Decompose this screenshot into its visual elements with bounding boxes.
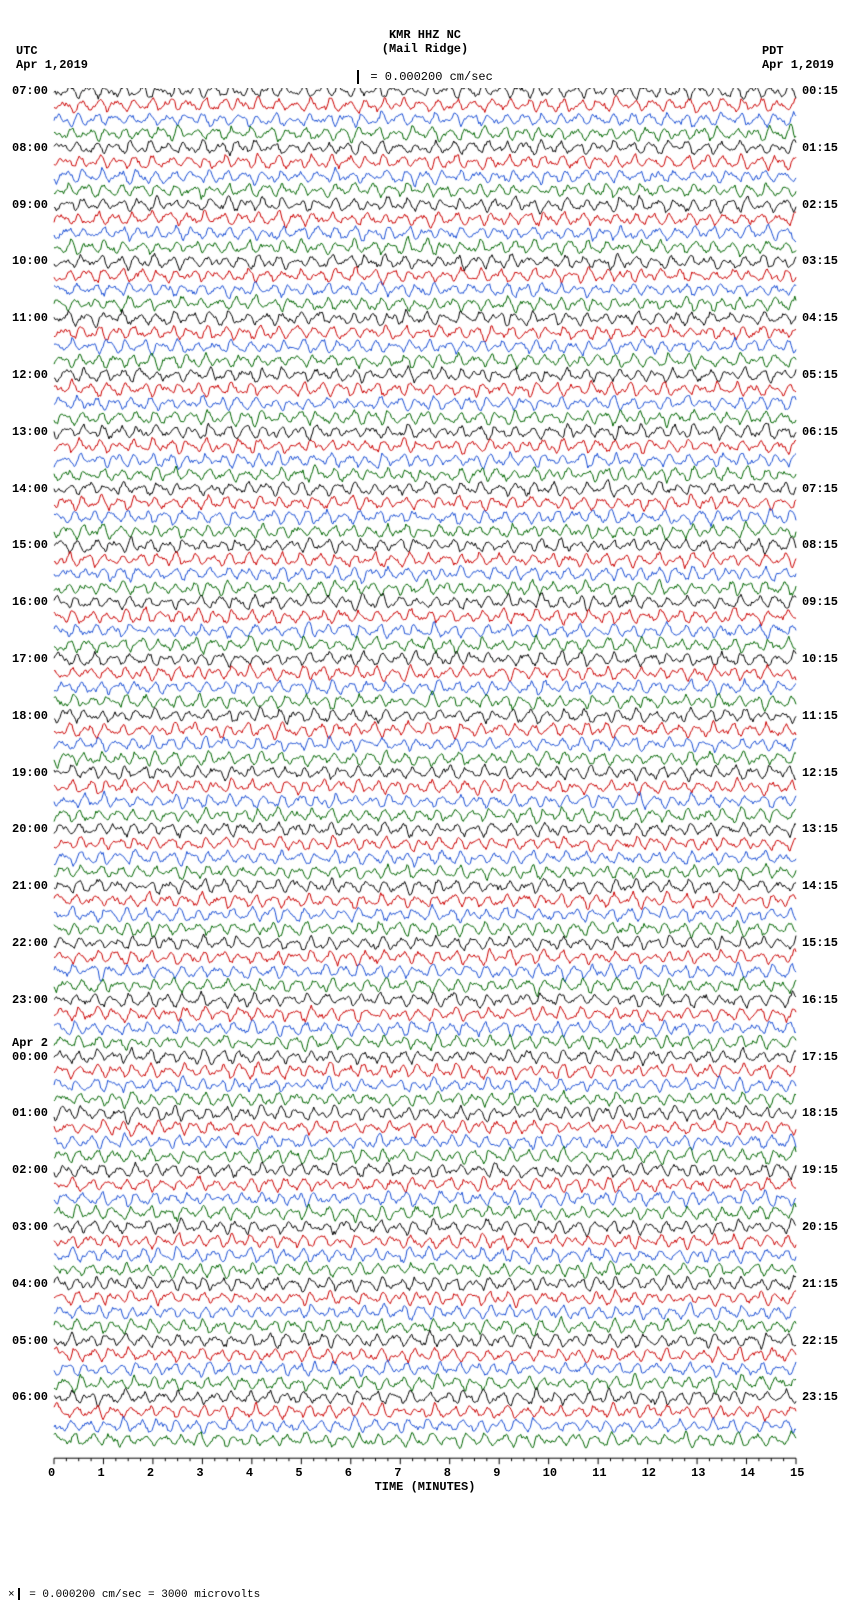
utc-hour-label: 11:00 — [12, 311, 48, 325]
pdt-hour-label: 20:15 — [802, 1220, 838, 1234]
utc-hour-label: 01:00 — [12, 1106, 48, 1120]
pdt-hour-label: 06:15 — [802, 425, 838, 439]
pdt-hour-label: 05:15 — [802, 368, 838, 382]
utc-hour-label: 21:00 — [12, 879, 48, 893]
pdt-hour-label: 02:15 — [802, 198, 838, 212]
pdt-hour-label: 10:15 — [802, 652, 838, 666]
x-axis-title: TIME (MINUTES) — [0, 1480, 850, 1494]
tz-right-label: PDT — [762, 44, 834, 58]
utc-hour-label: 19:00 — [12, 766, 48, 780]
x-tick-label: 11 — [592, 1466, 606, 1480]
pdt-hour-label: 01:15 — [802, 141, 838, 155]
tz-right: PDT Apr 1,2019 — [762, 44, 834, 72]
station-name: (Mail Ridge) — [0, 42, 850, 56]
pdt-hour-label: 00:15 — [802, 84, 838, 98]
utc-hour-label: 13:00 — [12, 425, 48, 439]
x-tick-label: 7 — [394, 1466, 401, 1480]
utc-hour-label: 07:00 — [12, 84, 48, 98]
pdt-hour-label: 11:15 — [802, 709, 838, 723]
x-tick-label: 1 — [97, 1466, 104, 1480]
x-tick-label: 13 — [691, 1466, 705, 1480]
x-tick-label: 5 — [295, 1466, 302, 1480]
tz-left: UTC Apr 1,2019 — [16, 44, 88, 72]
scale-text: = 0.000200 cm/sec — [363, 70, 493, 84]
utc-hour-label: 08:00 — [12, 141, 48, 155]
utc-hour-label: 09:00 — [12, 198, 48, 212]
scale-bar-icon — [357, 70, 359, 84]
utc-hour-label: 15:00 — [12, 538, 48, 552]
header: KMR HHZ NC (Mail Ridge) — [0, 28, 850, 56]
tz-left-label: UTC — [16, 44, 88, 58]
footer-bar-icon — [18, 1588, 20, 1600]
pdt-hour-label: 07:15 — [802, 482, 838, 496]
footer-prefix: × — [8, 1589, 15, 1601]
pdt-hour-label: 12:15 — [802, 766, 838, 780]
utc-hour-label: 03:00 — [12, 1220, 48, 1234]
x-tick-label: 4 — [246, 1466, 253, 1480]
utc-hour-label: 17:00 — [12, 652, 48, 666]
pdt-hour-label: 03:15 — [802, 254, 838, 268]
pdt-hour-label: 22:15 — [802, 1334, 838, 1348]
x-tick-label: 15 — [790, 1466, 804, 1480]
utc-hour-label: 02:00 — [12, 1163, 48, 1177]
utc-hour-label: 18:00 — [12, 709, 48, 723]
utc-hour-label: 14:00 — [12, 482, 48, 496]
pdt-hour-label: 15:15 — [802, 936, 838, 950]
x-tick-label: 0 — [48, 1466, 55, 1480]
pdt-hour-label: 13:15 — [802, 822, 838, 836]
x-tick-label: 9 — [493, 1466, 500, 1480]
utc-hour-label: 04:00 — [12, 1277, 48, 1291]
pdt-hour-label: 09:15 — [802, 595, 838, 609]
pdt-hour-label: 23:15 — [802, 1390, 838, 1404]
station-code: KMR HHZ NC — [0, 28, 850, 42]
scale-indicator: = 0.000200 cm/sec — [0, 70, 850, 84]
x-tick-label: 14 — [741, 1466, 755, 1480]
seismogram-plot — [0, 88, 850, 1478]
pdt-hour-label: 17:15 — [802, 1050, 838, 1064]
x-tick-label: 2 — [147, 1466, 154, 1480]
pdt-hour-label: 16:15 — [802, 993, 838, 1007]
utc-hour-label: 20:00 — [12, 822, 48, 836]
x-tick-label: 12 — [642, 1466, 656, 1480]
utc-hour-label: 22:00 — [12, 936, 48, 950]
x-tick-label: 6 — [345, 1466, 352, 1480]
utc-hour-label: 23:00 — [12, 993, 48, 1007]
x-tick-label: 10 — [543, 1466, 557, 1480]
pdt-hour-label: 19:15 — [802, 1163, 838, 1177]
day2-label: Apr 2 — [12, 1036, 48, 1050]
footer-text: = 0.000200 cm/sec = 3000 microvolts — [23, 1589, 261, 1601]
utc-hour-label: 00:00 — [12, 1050, 48, 1064]
footer: × = 0.000200 cm/sec = 3000 microvolts — [8, 1588, 260, 1601]
pdt-hour-label: 18:15 — [802, 1106, 838, 1120]
utc-hour-label: 06:00 — [12, 1390, 48, 1404]
pdt-hour-label: 14:15 — [802, 879, 838, 893]
utc-hour-label: 12:00 — [12, 368, 48, 382]
utc-hour-label: 16:00 — [12, 595, 48, 609]
utc-hour-label: 10:00 — [12, 254, 48, 268]
x-tick-label: 8 — [444, 1466, 451, 1480]
seismogram-container: KMR HHZ NC (Mail Ridge) UTC Apr 1,2019 P… — [0, 0, 850, 1613]
pdt-hour-label: 04:15 — [802, 311, 838, 325]
x-tick-label: 3 — [196, 1466, 203, 1480]
pdt-hour-label: 21:15 — [802, 1277, 838, 1291]
pdt-hour-label: 08:15 — [802, 538, 838, 552]
utc-hour-label: 05:00 — [12, 1334, 48, 1348]
